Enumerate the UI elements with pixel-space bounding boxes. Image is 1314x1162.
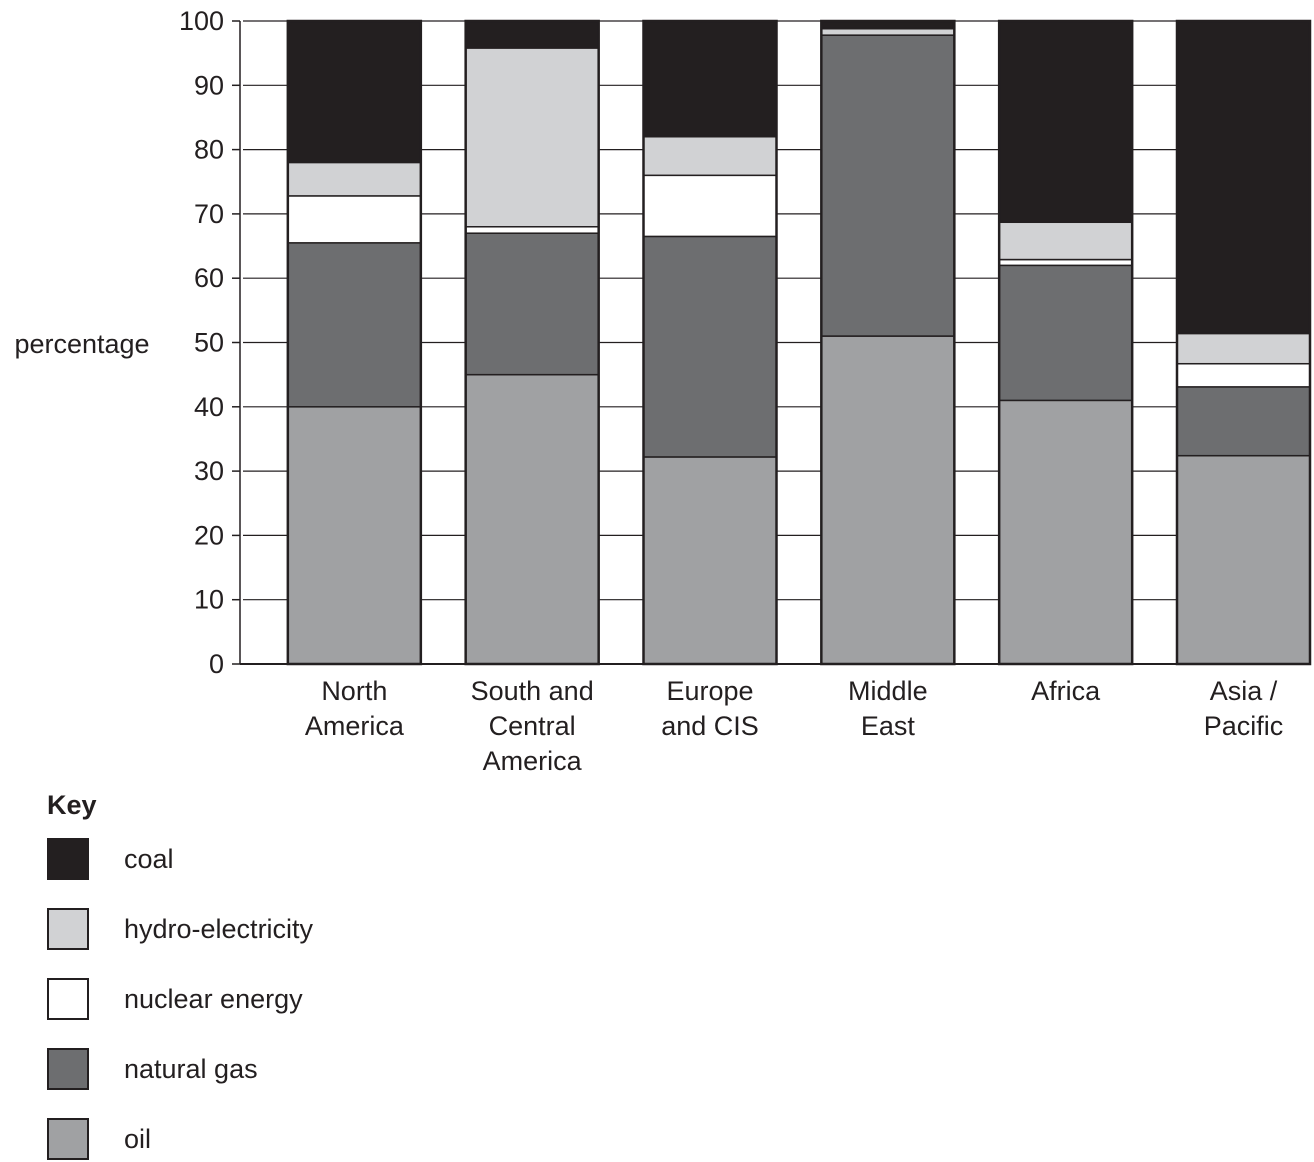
bar-segment-nuclear-energy bbox=[287, 195, 422, 244]
bar-segment-oil bbox=[1176, 454, 1311, 665]
legend-item-coal: coal bbox=[47, 836, 174, 882]
legend-swatch bbox=[47, 1048, 89, 1090]
y-tick-label: 60 bbox=[194, 263, 224, 293]
x-category-label: Middle East bbox=[848, 676, 928, 741]
legend-item-nuclear-energy: nuclear energy bbox=[47, 976, 303, 1022]
bar-segment-oil bbox=[820, 335, 956, 665]
bar-segment-hydro-electricity bbox=[998, 221, 1133, 261]
legend-item-hydro-electricity: hydro-electricity bbox=[47, 906, 313, 952]
axes: 0 10 20 30 40 50 60 70 80 90 100 North America South … bbox=[179, 6, 1310, 776]
y-tick-label: 40 bbox=[194, 392, 224, 422]
y-tick-label: 0 bbox=[209, 649, 224, 679]
legend-label: hydro-electricity bbox=[124, 913, 314, 944]
legend-title: Key bbox=[47, 790, 97, 820]
legend-swatch bbox=[47, 1118, 89, 1160]
bar-segment-nuclear-energy bbox=[998, 258, 1133, 267]
bar-segment-nuclear-energy bbox=[1176, 362, 1311, 388]
bar-segment-natural-gas bbox=[820, 34, 956, 337]
legend-label: coal bbox=[124, 843, 174, 874]
bar-segment-hydro-electricity bbox=[820, 27, 956, 36]
bar-segment-nuclear-energy bbox=[642, 174, 778, 238]
bars bbox=[286, 19, 1312, 666]
x-category-label: Asia / Pacific bbox=[1204, 676, 1284, 741]
y-tick-label: 10 bbox=[194, 585, 224, 615]
bar-segment-natural-gas bbox=[1176, 386, 1311, 457]
bar-segment-oil bbox=[287, 406, 422, 665]
bar-segment-coal bbox=[464, 20, 600, 49]
legend-swatch bbox=[47, 838, 89, 880]
bar-segment-natural-gas bbox=[287, 242, 422, 408]
y-tick-label: 100 bbox=[179, 6, 224, 36]
stacked-bar-chart: 0 10 20 30 40 50 60 70 80 90 100 North America South … bbox=[14, 6, 1312, 776]
y-tick-label: 80 bbox=[194, 135, 224, 165]
legend-item-natural-gas: natural gas bbox=[47, 1046, 258, 1092]
legend-swatch bbox=[47, 908, 89, 950]
bar-segment-natural-gas bbox=[464, 232, 600, 376]
legend-item-oil: oil bbox=[47, 1116, 151, 1162]
bar-segment-oil bbox=[998, 399, 1133, 665]
y-tick-label: 50 bbox=[194, 328, 224, 358]
bar-segment-coal bbox=[642, 20, 778, 138]
y-tick-label: 70 bbox=[194, 199, 224, 229]
y-tick-label: 20 bbox=[194, 520, 224, 550]
x-category-label: Europe and CIS bbox=[661, 676, 759, 741]
legend-label: natural gas bbox=[124, 1053, 258, 1084]
bar-segment-oil bbox=[642, 456, 778, 665]
bar-segment-natural-gas bbox=[642, 235, 778, 458]
bar-segment-natural-gas bbox=[998, 264, 1133, 402]
bar-segment-oil bbox=[464, 373, 600, 665]
y-tick-label: 90 bbox=[194, 70, 224, 100]
x-category-label: South and Central America bbox=[471, 676, 594, 776]
bar-segment-hydro-electricity bbox=[642, 135, 778, 177]
bar-segment-nuclear-energy bbox=[464, 226, 600, 234]
bar-segment-hydro-electricity bbox=[1176, 332, 1311, 365]
legend-label: oil bbox=[124, 1123, 152, 1154]
bar-segment-coal bbox=[287, 20, 422, 164]
bar-segment-hydro-electricity bbox=[464, 47, 600, 228]
bar-segment-hydro-electricity bbox=[287, 161, 422, 197]
y-tick-label: 30 bbox=[194, 456, 224, 486]
x-category-label: Africa bbox=[1031, 676, 1101, 706]
x-category-label: North America bbox=[305, 676, 405, 741]
y-axis-label: percentage bbox=[14, 329, 149, 359]
legend-label: nuclear energy bbox=[124, 983, 303, 1014]
bar-segment-coal bbox=[998, 20, 1133, 224]
bar-segment-coal bbox=[1176, 20, 1311, 335]
legend-swatch bbox=[47, 978, 89, 1020]
